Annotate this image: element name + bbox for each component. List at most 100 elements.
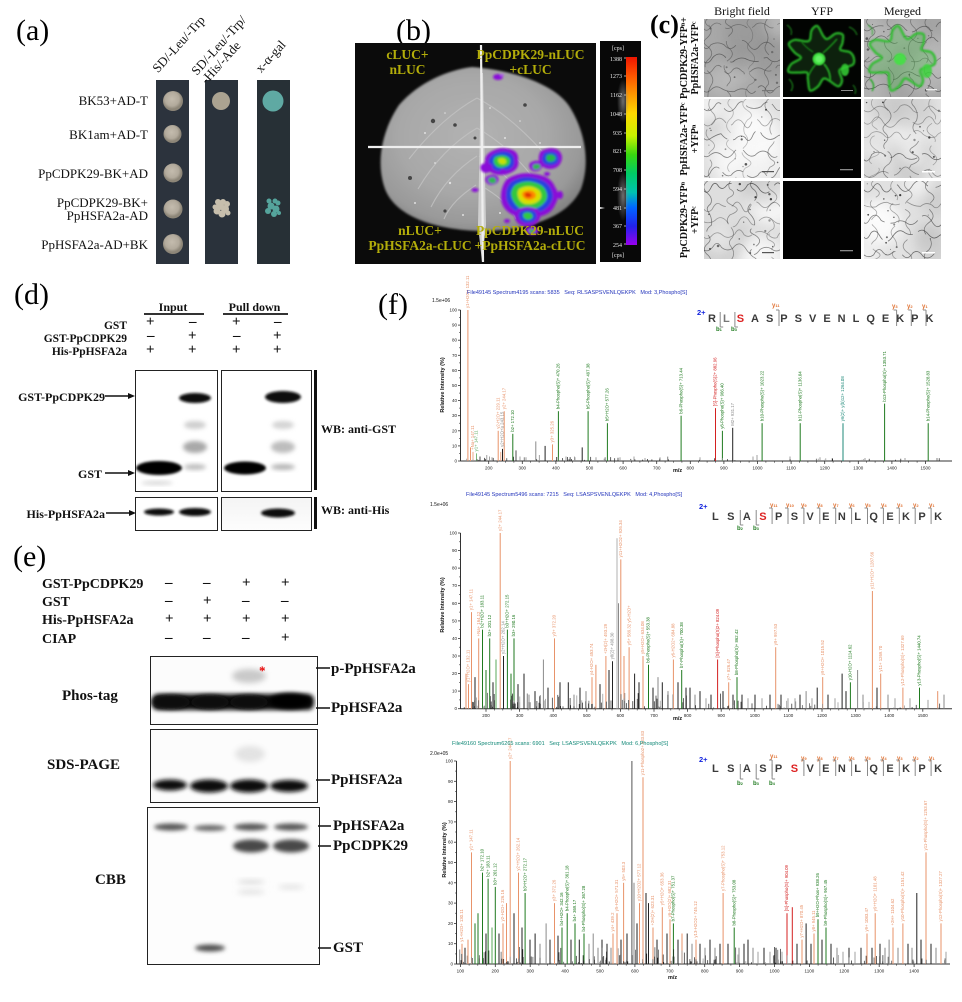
- svg-text:[cps]: [cps]: [612, 46, 624, 52]
- svg-text:700: 700: [666, 969, 674, 974]
- svg-text:40: 40: [452, 398, 458, 403]
- svg-text:y2+H2O+a 243.15: y2+H2O+a 243.15: [500, 411, 505, 447]
- svg-text:40: 40: [448, 880, 454, 885]
- svg-text:b6-Phospho(S)+ 553.38: b6-Phospho(S)+ 553.38: [646, 616, 651, 662]
- svg-text:1000: 1000: [769, 969, 780, 974]
- svg-text:b7-Phospho(S)+ 751.37: b7-Phospho(S)+ 751.37: [671, 875, 676, 921]
- svg-text:y10-H2O+ 1114.62: y10-H2O+ 1114.62: [848, 644, 853, 680]
- svg-text:0: 0: [454, 459, 457, 464]
- svg-text:y7+H2O+ 870.45: y7+H2O+ 870.45: [799, 904, 804, 937]
- svg-text:y6-H2O(2)+ 682.31: y6-H2O(2)+ 682.31: [667, 880, 672, 918]
- svg-text:y10+H2O2+ 577.12: y10+H2O2+ 577.12: [637, 863, 642, 901]
- svg-text:90: 90: [448, 779, 454, 784]
- svg-text:y10-Phospho(S)+ 1151.42: y10-Phospho(S)+ 1151.42: [900, 871, 905, 922]
- svg-text:y2-H2O+ 229.11: y2-H2O+ 229.11: [495, 397, 500, 429]
- svg-text:b13-Phospho(S)+ 1353.71: b13-Phospho(S)+ 1353.71: [882, 350, 887, 401]
- svg-text:y9+ 997.53: y9+ 997.53: [773, 623, 778, 645]
- svg-text:1273: 1273: [610, 74, 622, 80]
- svg-text:y7-Phospho(S)+ 753.12: y7-Phospho(S)+ 753.12: [720, 845, 725, 891]
- svg-text:1100: 1100: [784, 713, 794, 718]
- svg-text:80: 80: [452, 338, 458, 343]
- svg-text:700: 700: [650, 713, 658, 718]
- svg-text:1200: 1200: [817, 713, 828, 718]
- svg-text:1500: 1500: [920, 466, 931, 471]
- svg-text:1300: 1300: [853, 466, 864, 471]
- svg-text:90: 90: [452, 323, 458, 328]
- svg-text:y2+H2O+ 262.14: y2+H2O+ 262.14: [501, 621, 506, 654]
- svg-text:b2+ 183.11: b2+ 183.11: [485, 855, 490, 877]
- svg-text:y9+ 1083.47: y9+ 1083.47: [864, 907, 869, 931]
- svg-text:1048: 1048: [610, 112, 622, 118]
- svg-text:50: 50: [452, 618, 458, 623]
- svg-text:1162: 1162: [610, 93, 622, 99]
- svg-text:PpHSFA2a-YFPᶜ: PpHSFA2a-YFPᶜ: [690, 21, 701, 94]
- svg-text:900: 900: [736, 969, 744, 974]
- svg-text:100: 100: [457, 969, 465, 974]
- svg-text:400: 400: [549, 713, 557, 718]
- svg-text:b4-Phospho(S)+ 367.28: b4-Phospho(S)+ 367.28: [581, 885, 586, 931]
- svg-text:10: 10: [452, 443, 458, 448]
- svg-text:y3+ 372.20: y3+ 372.20: [552, 614, 557, 636]
- svg-text:y13-H2O2+ 745.12: y13-H2O2+ 745.12: [693, 901, 698, 938]
- svg-text:b8-Phospho(S)+ 862.42: b8-Phospho(S)+ 862.42: [734, 629, 739, 675]
- svg-text:1300: 1300: [851, 713, 862, 718]
- svg-text:10: 10: [448, 941, 454, 946]
- svg-text:50: 50: [448, 860, 454, 865]
- svg-text:30: 30: [452, 654, 458, 659]
- svg-text:y5+ 589.32 y5-H2O+: y5+ 589.32 y5-H2O+: [626, 605, 631, 645]
- svg-text:y12-Phospho(S)+ 1327.27: y12-Phospho(S)+ 1327.27: [938, 871, 943, 922]
- svg-text:y4-H2O+ 453.74: y4-H2O+ 453.74: [589, 643, 594, 675]
- svg-text:y9+H2O+ 1101.48: y9+H2O+ 1101.48: [872, 876, 877, 911]
- svg-text:y5-H2O+ 571.31: y5-H2O+ 571.31: [614, 879, 619, 911]
- svg-text:y6-H2O2+ 684.88: y6-H2O2+ 684.88: [671, 623, 676, 658]
- svg-text:0: 0: [450, 962, 453, 967]
- svg-text:y2+ 244.17: y2+ 244.17: [501, 387, 506, 409]
- svg-text:y11+ 1269.70: y11+ 1269.70: [878, 645, 883, 671]
- svg-text:[S]-Phospho(S)2+ 882.96: [S]-Phospho(S)2+ 882.96: [713, 357, 718, 406]
- svg-text:y1+ 147.11: y1+ 147.11: [469, 588, 474, 610]
- svg-text:y2+H2O+ 262.14: y2+H2O+ 262.14: [516, 837, 521, 870]
- svg-text:800: 800: [687, 466, 695, 471]
- svg-text:80: 80: [448, 799, 454, 804]
- svg-text:y2+ 244.17: y2+ 244.17: [507, 737, 512, 759]
- svg-text:367: 367: [613, 224, 622, 230]
- svg-text:700: 700: [653, 466, 661, 471]
- svg-text:481: 481: [613, 206, 622, 212]
- svg-text:1000: 1000: [752, 466, 763, 471]
- svg-text:y13-Phospho(S)+ 1440.74: y13-Phospho(S)+ 1440.74: [917, 635, 922, 686]
- svg-text:+Na+ 164.12: +Na+ 164.12: [476, 611, 481, 636]
- svg-text:y5+H2O+ 653.36: y5+H2O+ 653.36: [660, 872, 665, 905]
- svg-text:1400: 1400: [884, 713, 895, 718]
- svg-text:b9+H2O-Phos+ 938.26: b9+H2O-Phos+ 938.26: [815, 872, 820, 917]
- svg-text:300: 300: [519, 466, 527, 471]
- svg-text:1000: 1000: [750, 713, 761, 718]
- svg-text:y9+H2O+ 1015.52: y9+H2O+ 1015.52: [820, 639, 825, 675]
- svg-text:900: 900: [720, 466, 728, 471]
- svg-text:1200: 1200: [820, 466, 831, 471]
- svg-text:+YFPⁿ: +YFPⁿ: [690, 124, 701, 153]
- svg-text:708: 708: [613, 168, 622, 174]
- svg-text:b7-Phospho(S)+ 700.38: b7-Phospho(S)+ 700.38: [679, 622, 684, 668]
- svg-text:[S]-Phospho(S)+ 904.09: [S]-Phospho(S)+ 904.09: [784, 864, 789, 911]
- svg-text:[cps]: [cps]: [612, 253, 624, 259]
- svg-text:20: 20: [448, 921, 454, 926]
- svg-text:900: 900: [717, 713, 725, 718]
- svg-text:1300: 1300: [874, 969, 885, 974]
- svg-text:600: 600: [631, 969, 639, 974]
- svg-text:y8-Phospho(S)+ 966.40: y8-Phospho(S)+ 966.40: [720, 383, 725, 429]
- svg-text:500: 500: [596, 969, 604, 974]
- svg-text:y2-H2O+ 226.16: y2-H2O+ 226.16: [500, 889, 505, 921]
- svg-text:300: 300: [516, 713, 524, 718]
- svg-text:60: 60: [452, 601, 458, 606]
- svg-text:b4-Phospho(S)+ 361.18: b4-Phospho(S)+ 361.18: [564, 865, 569, 911]
- svg-text:200: 200: [485, 466, 493, 471]
- svg-text:y5+ 503.3: y5+ 503.3: [621, 861, 626, 881]
- svg-text:200: 200: [492, 969, 500, 974]
- svg-text:70: 70: [448, 819, 454, 824]
- svg-text:y1+H2O+ 132.11: y1+H2O+ 132.11: [466, 649, 471, 682]
- svg-text:800: 800: [701, 969, 709, 974]
- svg-text:b8-Phospho(S)+ 753.08: b8-Phospho(S)+ 753.08: [731, 879, 736, 925]
- svg-text:PpCDPK29-YFPⁿ+: PpCDPK29-YFPⁿ+: [679, 17, 690, 99]
- svg-text:40: 40: [452, 636, 458, 641]
- svg-text:y1+H2O+ 130.11: y1+H2O+ 130.11: [459, 909, 464, 942]
